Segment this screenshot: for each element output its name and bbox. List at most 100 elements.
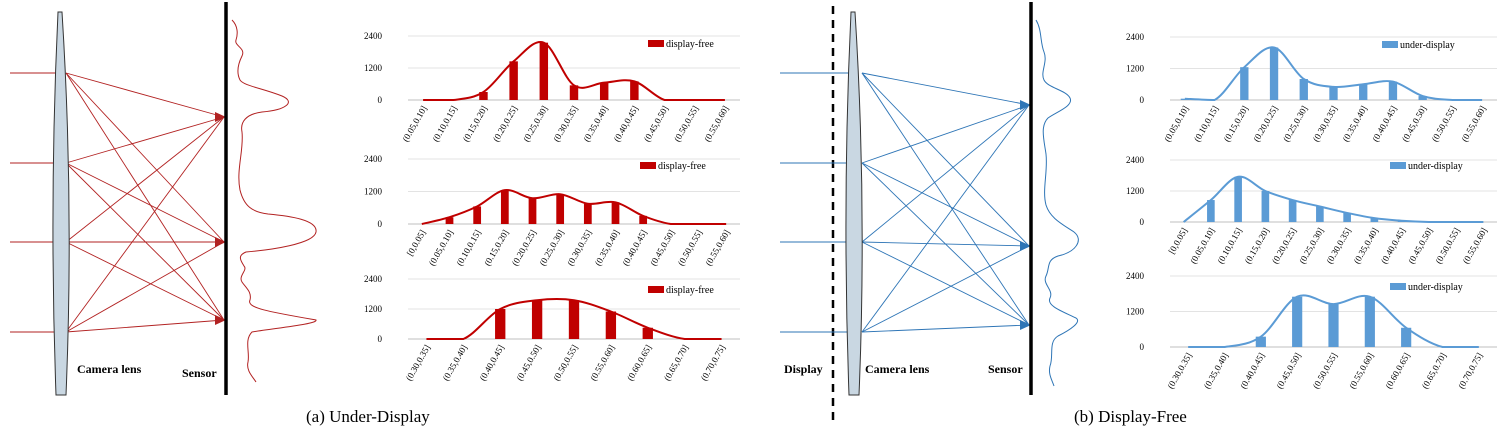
y-tick-label: 1200 xyxy=(364,187,383,197)
left-optics-diagram: Camera lens Sensor (a) Under-Display xyxy=(10,2,430,426)
legend-label: under-display xyxy=(1400,40,1455,51)
y-tick-label: 2400 xyxy=(364,274,383,284)
x-tick-label: (0.05,0.10] xyxy=(427,228,456,267)
x-tick-label: (0.35,0.40] xyxy=(1202,351,1231,390)
bar xyxy=(1292,296,1303,347)
x-tick-label: (0.25,0.30] xyxy=(1281,104,1310,143)
x-tick-label: (0.10,0.15] xyxy=(1215,226,1244,265)
y-tick-label: 0 xyxy=(378,219,383,229)
histogram-chart-a1: 0 1200 2400 (0.05,0.10] (0.10,0.15] (0.15,0.2… xyxy=(364,31,740,143)
x-tick-label: (0.40,0.45] xyxy=(477,343,506,382)
bar xyxy=(639,215,648,224)
bar xyxy=(1240,67,1249,100)
right-optics-diagram: Display Camera lens Sensor (b) Display-F… xyxy=(780,2,1187,426)
histogram-chart-b3: 0 1200 2400 (0.30,0.35] (0.35,0.40] (0.40,0.4… xyxy=(1126,271,1497,390)
x-tick-label: [0,0.05] xyxy=(405,228,428,258)
x-tick-label: (0.05,0.10] xyxy=(1188,226,1217,265)
x-tick-label: (0.55,0.60] xyxy=(702,104,731,143)
x-tick-label: (0.35,0.40] xyxy=(593,228,622,267)
legend-swatch xyxy=(1390,283,1406,290)
right-arrowheads xyxy=(1020,100,1031,330)
bar xyxy=(1255,336,1266,347)
x-tick-label: (0.60,0.65] xyxy=(1383,351,1412,390)
bar xyxy=(509,61,518,100)
x-tick-label: (0.55,0.60] xyxy=(703,228,732,267)
histogram-chart-a3: 0 1200 2400 (0.30,0.35] (0.35,0.40] (0.40,0.4… xyxy=(364,274,740,382)
bar xyxy=(531,300,543,339)
bar xyxy=(1370,218,1379,222)
legend-label: display-free xyxy=(666,285,714,296)
bar xyxy=(556,194,565,224)
y-tick-label: 0 xyxy=(1140,342,1145,352)
x-tick-label: (0.30,0.35] xyxy=(1165,351,1194,390)
y-tick-label: 2400 xyxy=(1126,271,1145,281)
x-tick-label: (0.45,0.50] xyxy=(1274,351,1303,390)
y-tick-label: 1200 xyxy=(1126,64,1145,74)
left-arrowheads xyxy=(215,112,226,325)
x-tick-label: (0.60,0.65] xyxy=(625,343,654,382)
x-tick-label: (0.15,0.20] xyxy=(482,228,511,267)
x-tick-label: (0.70,0.75] xyxy=(699,343,728,382)
fit-curve xyxy=(1183,175,1484,223)
bar xyxy=(1288,200,1297,222)
display-label: Display xyxy=(784,362,823,376)
y-tick-label: 2400 xyxy=(364,31,383,41)
bar xyxy=(1316,206,1324,222)
left-camera-lens-label: Camera lens xyxy=(77,362,142,376)
legend-swatch xyxy=(648,40,664,47)
bar xyxy=(1388,81,1398,100)
x-tick-label: (0.50,0.55] xyxy=(672,104,701,143)
x-tick-label: (0.20,0.25] xyxy=(1270,226,1299,265)
bar xyxy=(500,190,509,224)
fit-curve xyxy=(1188,294,1479,349)
bar xyxy=(583,203,592,224)
x-tick-label: (0.50,0.55] xyxy=(676,228,705,267)
x-tick-label: (0.25,0.30] xyxy=(537,228,566,267)
legend-swatch xyxy=(1390,162,1406,169)
legend-label: display-free xyxy=(658,161,706,172)
left-rays xyxy=(10,72,225,333)
bar xyxy=(473,206,482,224)
y-tick-label: 0 xyxy=(1140,217,1145,227)
x-tick-label: (0.40,0.45] xyxy=(612,104,641,143)
right-sensor-label: Sensor xyxy=(988,362,1023,376)
legend-label: under-display xyxy=(1408,161,1463,172)
x-tick-label: (0.30,0.35] xyxy=(551,104,580,143)
right-rays xyxy=(780,72,1030,333)
bar xyxy=(539,42,549,100)
x-tick-label: (0.05,0.10] xyxy=(400,104,429,143)
x-tick-label: (0.35,0.40] xyxy=(1340,104,1369,143)
histogram-chart-b1: 0 1200 2400 (0.05,0.10] (0.10,0.15] (0.15,0.2… xyxy=(1126,32,1497,143)
x-tick-label: [0,0.05] xyxy=(1166,226,1189,256)
y-tick-label: 0 xyxy=(378,334,383,344)
x-tick-label: (0.65,0.70] xyxy=(1420,351,1449,390)
y-tick-label: 2400 xyxy=(1126,155,1145,165)
x-tick-label: (0.05,0.10] xyxy=(1162,104,1191,143)
bar xyxy=(642,327,653,339)
x-tick-label: (0.40,0.45] xyxy=(1370,104,1399,143)
y-tick-label: 2400 xyxy=(364,154,383,164)
right-camera-lens xyxy=(845,11,863,396)
x-tick-label: (0.45,0.50] xyxy=(648,228,677,267)
bar xyxy=(1269,47,1279,100)
x-tick-label: (0.65,0.70] xyxy=(662,343,691,382)
bar xyxy=(528,198,537,224)
bar xyxy=(1359,84,1368,100)
x-tick-label: (0.15,0.20] xyxy=(1222,104,1251,143)
bar xyxy=(495,309,506,339)
x-tick-label: (0.30,0.35] xyxy=(565,228,594,267)
y-tick-label: 0 xyxy=(378,95,383,105)
left-sensor-label: Sensor xyxy=(182,366,217,380)
bar xyxy=(630,81,639,100)
bar xyxy=(599,82,609,100)
fit-curve xyxy=(421,189,727,225)
x-tick-label: (0.30,0.35] xyxy=(404,343,433,382)
bar xyxy=(1207,200,1215,222)
x-tick-label: (0.50,0.55] xyxy=(1311,351,1340,390)
right-intensity-profile xyxy=(1035,19,1079,387)
x-tick-label: (0.10,0.15] xyxy=(1192,104,1221,143)
right-caption: (b) Display-Free xyxy=(1074,407,1187,426)
legend-label: display-free xyxy=(666,39,714,50)
bar xyxy=(605,311,617,339)
